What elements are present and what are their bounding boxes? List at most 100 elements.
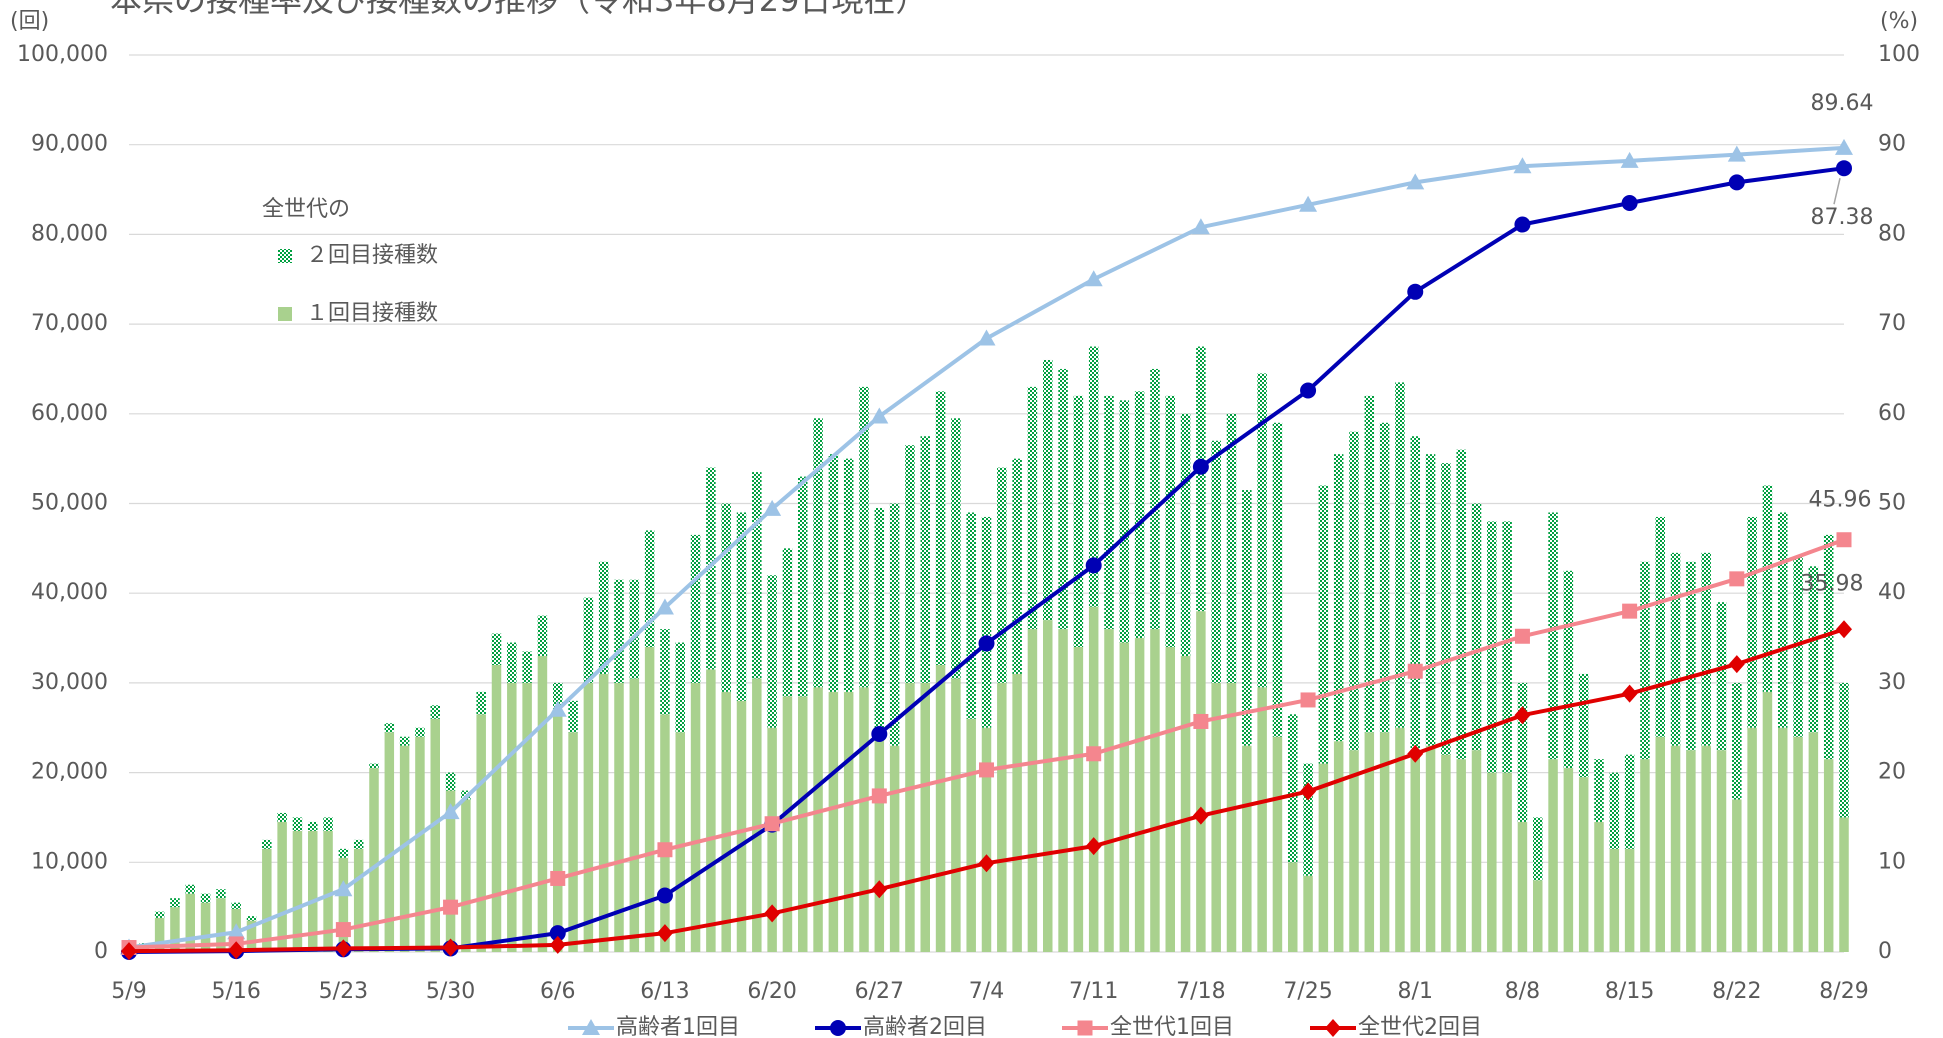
bar <box>200 893 211 903</box>
bar <box>935 391 946 665</box>
bar <box>1594 821 1604 952</box>
bar <box>736 512 747 701</box>
marker <box>441 803 460 820</box>
bar <box>1425 745 1436 952</box>
bar <box>369 763 379 769</box>
bar <box>859 687 869 952</box>
bar <box>277 821 287 952</box>
bar <box>384 723 395 733</box>
bar <box>874 507 885 728</box>
bar <box>1012 673 1022 952</box>
marker <box>1300 692 1316 708</box>
marker <box>548 700 567 717</box>
bar <box>1211 682 1221 952</box>
bar <box>1624 848 1635 952</box>
bar <box>1778 512 1788 728</box>
x-tick-label: 5/9 <box>111 979 146 1004</box>
bar <box>1150 629 1160 952</box>
bar <box>216 898 226 952</box>
bar <box>1533 880 1543 952</box>
bar <box>1716 750 1727 952</box>
bar <box>1456 759 1466 952</box>
bar <box>537 615 548 656</box>
bar <box>200 902 211 952</box>
marker <box>870 407 889 424</box>
bar <box>767 575 777 728</box>
marker <box>335 922 351 938</box>
x-tick-label: 7/11 <box>1069 979 1118 1004</box>
marker <box>1622 603 1638 619</box>
bar <box>1410 436 1420 755</box>
bar <box>185 893 195 952</box>
bar <box>1364 395 1375 733</box>
bar <box>813 687 823 952</box>
y-tick-label: 0 <box>94 939 108 964</box>
legend-label: 全世代1回目 <box>1110 1015 1234 1038</box>
bar <box>1441 463 1451 755</box>
bar <box>1578 777 1589 952</box>
y2-tick-label: 60 <box>1878 401 1906 426</box>
bar <box>553 709 563 952</box>
marker <box>1086 746 1102 762</box>
marker <box>549 925 566 942</box>
bar <box>1502 772 1512 952</box>
bar <box>430 705 440 719</box>
leader-line <box>1833 178 1841 205</box>
marker <box>1406 173 1425 190</box>
y-tick-label: 10,000 <box>31 849 108 874</box>
bar <box>1823 534 1834 760</box>
x-tick-label: 8/15 <box>1605 979 1654 1004</box>
bar <box>1686 750 1696 952</box>
bar <box>1762 485 1773 692</box>
bar <box>1395 727 1405 952</box>
bar <box>1288 714 1298 863</box>
legend-label: 高齢者1回目 <box>616 1015 740 1038</box>
marker <box>1836 160 1852 177</box>
bar <box>338 857 349 952</box>
bar <box>1410 754 1420 952</box>
bar <box>1471 503 1482 751</box>
bar <box>246 920 257 952</box>
marker <box>442 938 459 957</box>
bar <box>1425 454 1436 746</box>
marker <box>335 939 352 958</box>
y-tick-label: 90,000 <box>31 132 108 157</box>
marker <box>1300 782 1317 801</box>
marker <box>1325 1019 1341 1037</box>
bar <box>216 889 226 899</box>
marker <box>871 726 888 743</box>
bar <box>1165 647 1175 952</box>
y-axis-label: (回) <box>10 9 49 34</box>
bar <box>415 727 425 737</box>
bar <box>353 839 364 849</box>
data-label: 45.96 <box>1809 488 1872 513</box>
x-tick-label: 5/30 <box>426 979 475 1004</box>
marker <box>656 887 673 904</box>
marker <box>228 941 245 960</box>
bar <box>1104 629 1114 952</box>
bar <box>1027 629 1038 952</box>
bar <box>690 682 701 952</box>
bar <box>1318 763 1329 952</box>
x-tick-label: 8/1 <box>1398 979 1433 1004</box>
bar <box>1303 875 1313 952</box>
bar <box>1226 413 1237 683</box>
bar <box>675 732 685 952</box>
bar <box>1180 413 1191 656</box>
bar <box>660 714 670 952</box>
lines <box>120 138 1853 961</box>
legend-label: ２回目接種数 <box>306 243 438 268</box>
marker <box>1728 174 1745 191</box>
marker <box>978 854 995 873</box>
x-tick-label: 7/4 <box>969 979 1004 1004</box>
bar <box>935 664 946 952</box>
legend-label: 高齢者2回目 <box>863 1015 987 1038</box>
bar <box>1441 754 1451 952</box>
marker <box>764 816 780 832</box>
bar <box>1594 759 1604 822</box>
bar <box>1043 620 1053 952</box>
bar <box>1670 552 1681 746</box>
bar <box>262 848 272 952</box>
bar <box>1364 732 1375 952</box>
bar <box>1379 422 1390 733</box>
